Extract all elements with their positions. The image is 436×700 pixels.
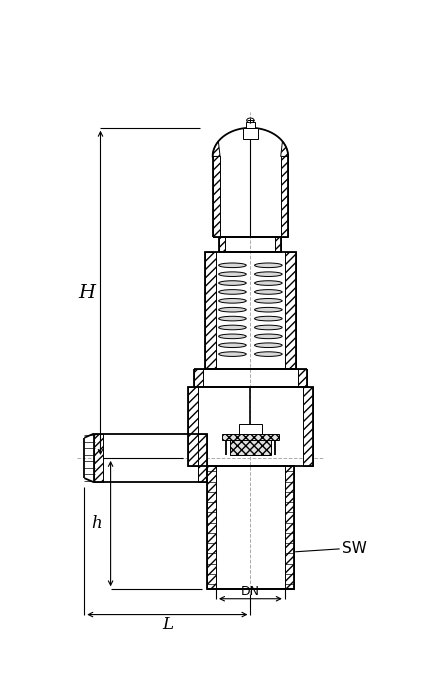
Ellipse shape: [255, 307, 282, 312]
Polygon shape: [275, 237, 281, 253]
Bar: [94, 434, 207, 482]
Text: h: h: [91, 515, 102, 532]
Polygon shape: [213, 141, 220, 156]
Polygon shape: [188, 387, 198, 466]
Ellipse shape: [255, 281, 282, 286]
Text: SW: SW: [342, 541, 367, 556]
Bar: [94, 434, 207, 482]
Polygon shape: [207, 466, 216, 589]
Polygon shape: [281, 141, 288, 156]
Polygon shape: [229, 440, 271, 454]
Text: DN: DN: [241, 584, 260, 598]
Ellipse shape: [255, 263, 282, 267]
Bar: [245, 122, 255, 129]
Ellipse shape: [218, 352, 246, 356]
Ellipse shape: [255, 326, 282, 330]
Ellipse shape: [218, 272, 246, 276]
Polygon shape: [213, 156, 220, 237]
Text: H: H: [78, 284, 95, 302]
Ellipse shape: [218, 316, 246, 321]
Bar: [188, 387, 313, 466]
Ellipse shape: [255, 298, 282, 303]
Ellipse shape: [247, 118, 254, 122]
Polygon shape: [285, 466, 293, 589]
Bar: [207, 466, 293, 589]
Ellipse shape: [218, 290, 246, 294]
Ellipse shape: [218, 263, 246, 267]
Polygon shape: [281, 156, 288, 237]
Bar: [213, 156, 288, 237]
Polygon shape: [94, 434, 102, 482]
Ellipse shape: [218, 281, 246, 286]
Ellipse shape: [255, 290, 282, 294]
Ellipse shape: [255, 343, 282, 347]
Text: L: L: [162, 615, 173, 633]
Bar: [188, 387, 313, 466]
Bar: [205, 253, 296, 369]
Polygon shape: [285, 253, 296, 369]
Polygon shape: [205, 253, 216, 369]
Bar: [243, 129, 258, 139]
Ellipse shape: [255, 316, 282, 321]
Ellipse shape: [255, 272, 282, 276]
Bar: [238, 424, 262, 434]
Ellipse shape: [218, 334, 246, 339]
Ellipse shape: [218, 326, 246, 330]
Ellipse shape: [218, 307, 246, 312]
Polygon shape: [222, 434, 279, 440]
Ellipse shape: [218, 343, 246, 347]
Ellipse shape: [218, 298, 246, 303]
Polygon shape: [219, 237, 225, 253]
Polygon shape: [297, 369, 307, 387]
Polygon shape: [194, 369, 203, 387]
Ellipse shape: [255, 352, 282, 356]
Bar: [205, 253, 296, 369]
Bar: [194, 369, 307, 387]
Bar: [207, 466, 293, 589]
Ellipse shape: [255, 334, 282, 339]
Polygon shape: [198, 434, 207, 482]
Polygon shape: [303, 387, 313, 466]
